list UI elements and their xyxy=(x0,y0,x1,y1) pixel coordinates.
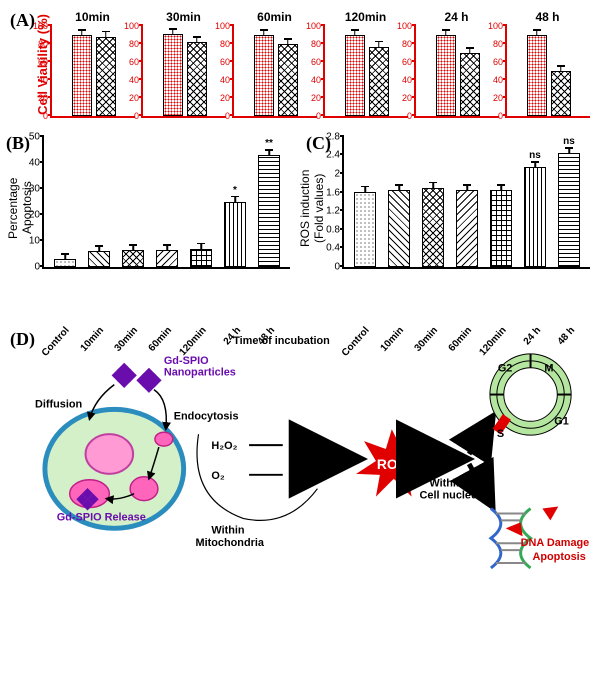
label-nanoparticle-1: Gd-SPIO xyxy=(164,355,209,367)
label-dna-1: DNA Damage xyxy=(521,537,590,549)
a-bar xyxy=(163,34,183,116)
txt-ros: ROS xyxy=(377,456,407,472)
label-nanoparticle-2: Nanoparticles xyxy=(164,367,236,379)
chart-a: Cell Viability (%) 10min02040608010030mi… xyxy=(35,10,590,119)
txt-ho: HO· xyxy=(289,440,309,452)
bc-bar xyxy=(54,259,76,267)
a-bar xyxy=(72,35,92,116)
bc-bar: * xyxy=(224,202,246,267)
a-bar xyxy=(254,35,274,116)
bc-bar xyxy=(190,249,212,267)
txt-o2: O₂ xyxy=(211,470,224,482)
vesicle-2 xyxy=(130,477,158,501)
phase-m: M xyxy=(544,363,553,375)
a-subpanel: 48 h 020406080100 xyxy=(505,10,590,119)
bc-bar xyxy=(422,188,444,267)
txt-o2m: O₂·⁻ xyxy=(289,470,312,482)
cell-cycle-ring: G2 M G1 S xyxy=(490,354,571,440)
label-mito-2: Mitochondria xyxy=(196,537,265,549)
label-release: Gd-SPIO Release xyxy=(57,511,146,523)
a-bar xyxy=(369,47,389,116)
a-bar xyxy=(345,35,365,116)
label-diffusion: Diffusion xyxy=(35,398,82,410)
cell-nucleus xyxy=(86,434,134,474)
chart-b-xlabels: Control10min30min60min120min24 h48 h xyxy=(42,269,290,319)
bc-bar xyxy=(156,250,178,267)
label-nucleus-1: Within xyxy=(429,478,462,490)
a-bar xyxy=(436,35,456,116)
panel-d: (D) Time of incubation xyxy=(10,329,590,579)
a-time-label: 48 h xyxy=(505,10,590,24)
schematic-diagram: Time of incubation xyxy=(35,329,590,579)
bc-bar xyxy=(388,190,410,267)
row-bc: (B) Percentage Apoptosis 01020304050*** … xyxy=(10,137,590,319)
panel-b: (B) Percentage Apoptosis 01020304050*** … xyxy=(10,137,290,319)
label-mito-1: Within xyxy=(211,524,244,536)
a-plot: 020406080100 xyxy=(505,26,590,118)
chart-a-panels: 10min02040608010030min02040608010060min0… xyxy=(50,10,590,119)
bc-bar xyxy=(122,250,144,267)
label-endocytosis: Endocytosis xyxy=(174,410,239,422)
txt-h2o2: H₂O₂ xyxy=(211,440,237,452)
bc-bar: ns xyxy=(524,167,546,267)
chart-c-xlabels: Control10min30min60min120min24 h48 h xyxy=(342,269,590,319)
chart-b-plot: 01020304050*** xyxy=(42,137,290,269)
panel-c: (C) ROS induction (Fold values) 00.40.81… xyxy=(310,137,590,319)
panel-a: (A) Cell Viability (%) 10min020406080100… xyxy=(10,10,590,119)
sch-title: Time of incubation xyxy=(233,335,330,347)
phase-g1: G1 xyxy=(554,415,569,427)
nanoparticle-cluster-outside xyxy=(112,363,162,393)
panel-d-label: (D) xyxy=(10,329,35,350)
a-bar xyxy=(187,42,207,116)
bc-bar xyxy=(456,190,478,267)
chart-c-plot: 00.40.81.21.622.42.8nsns xyxy=(342,137,590,269)
bc-bar: ** xyxy=(258,155,280,267)
vesicle-3 xyxy=(155,432,173,446)
a-bar xyxy=(96,37,116,116)
ros-star: ROS xyxy=(356,429,431,496)
phase-s: S xyxy=(497,428,504,440)
bc-bar xyxy=(88,251,110,267)
a-bar xyxy=(460,53,480,116)
bc-bar xyxy=(490,190,512,267)
a-bar xyxy=(551,71,571,116)
label-nucleus-2: Cell nucleus xyxy=(420,490,484,502)
a-bar xyxy=(278,44,298,116)
bc-bar: ns xyxy=(558,153,580,267)
arrow-branch-up xyxy=(469,419,491,454)
label-dna-2: Apoptosis xyxy=(533,551,586,563)
phase-g2: G2 xyxy=(498,363,513,375)
a-bar xyxy=(527,35,547,116)
bc-bar xyxy=(354,192,376,267)
